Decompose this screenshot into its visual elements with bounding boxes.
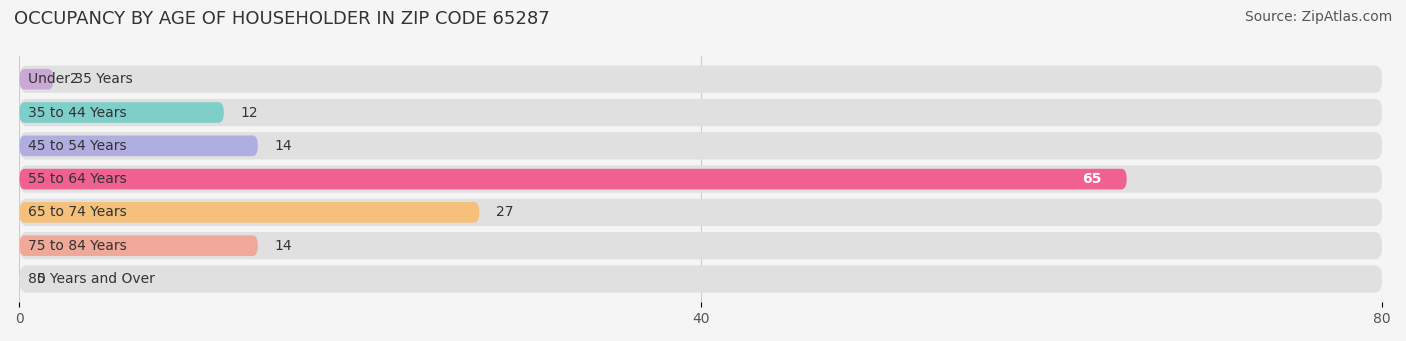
FancyBboxPatch shape bbox=[20, 169, 1126, 189]
FancyBboxPatch shape bbox=[20, 102, 224, 123]
FancyBboxPatch shape bbox=[20, 165, 1382, 193]
Text: 65: 65 bbox=[1081, 172, 1101, 186]
Text: 65 to 74 Years: 65 to 74 Years bbox=[28, 205, 127, 219]
FancyBboxPatch shape bbox=[20, 65, 1382, 93]
Text: Source: ZipAtlas.com: Source: ZipAtlas.com bbox=[1244, 10, 1392, 24]
Text: 75 to 84 Years: 75 to 84 Years bbox=[28, 239, 127, 253]
Text: 35 to 44 Years: 35 to 44 Years bbox=[28, 105, 127, 119]
FancyBboxPatch shape bbox=[20, 199, 1382, 226]
FancyBboxPatch shape bbox=[20, 232, 1382, 260]
Text: 27: 27 bbox=[496, 205, 513, 219]
Text: Under 35 Years: Under 35 Years bbox=[28, 72, 132, 86]
Text: 14: 14 bbox=[276, 239, 292, 253]
Text: OCCUPANCY BY AGE OF HOUSEHOLDER IN ZIP CODE 65287: OCCUPANCY BY AGE OF HOUSEHOLDER IN ZIP C… bbox=[14, 10, 550, 28]
Text: 14: 14 bbox=[276, 139, 292, 153]
FancyBboxPatch shape bbox=[20, 69, 53, 90]
FancyBboxPatch shape bbox=[20, 265, 1382, 293]
FancyBboxPatch shape bbox=[20, 202, 479, 223]
FancyBboxPatch shape bbox=[20, 135, 257, 156]
Text: 55 to 64 Years: 55 to 64 Years bbox=[28, 172, 127, 186]
Text: 12: 12 bbox=[240, 105, 259, 119]
Text: 2: 2 bbox=[70, 72, 79, 86]
Text: 85 Years and Over: 85 Years and Over bbox=[28, 272, 155, 286]
Text: 45 to 54 Years: 45 to 54 Years bbox=[28, 139, 127, 153]
FancyBboxPatch shape bbox=[20, 235, 257, 256]
FancyBboxPatch shape bbox=[20, 132, 1382, 160]
FancyBboxPatch shape bbox=[20, 99, 1382, 126]
Text: 0: 0 bbox=[37, 272, 45, 286]
